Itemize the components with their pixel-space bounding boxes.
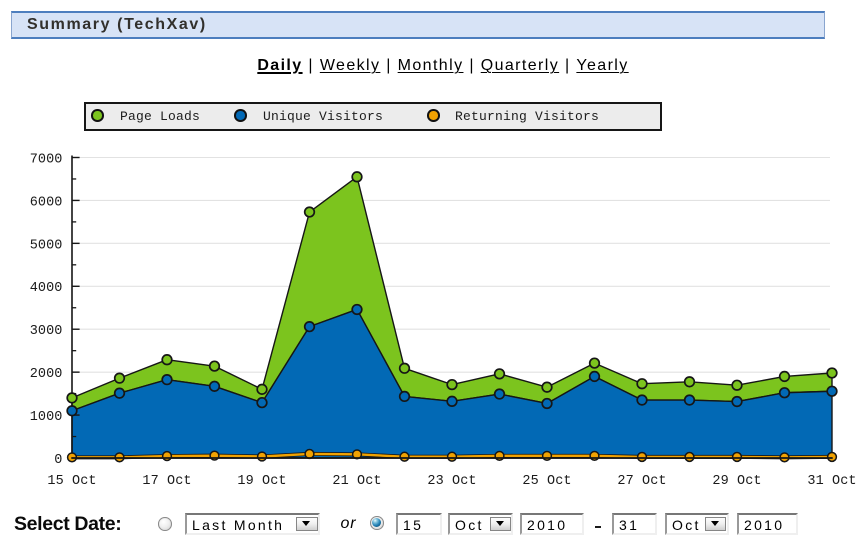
svg-text:25 Oct: 25 Oct: [522, 474, 571, 489]
svg-text:21 Oct: 21 Oct: [332, 474, 381, 489]
svg-text:7000: 7000: [30, 152, 63, 167]
svg-text:15 Oct: 15 Oct: [47, 474, 96, 489]
svg-text:27 Oct: 27 Oct: [617, 474, 666, 489]
svg-text:5000: 5000: [30, 238, 63, 253]
svg-text:23 Oct: 23 Oct: [427, 474, 476, 489]
svg-text:29 Oct: 29 Oct: [712, 474, 761, 489]
svg-text:3000: 3000: [30, 324, 63, 339]
svg-text:19 Oct: 19 Oct: [237, 474, 286, 489]
svg-text:0: 0: [54, 453, 62, 468]
svg-text:6000: 6000: [30, 195, 63, 210]
svg-text:4000: 4000: [30, 281, 63, 296]
svg-text:17 Oct: 17 Oct: [142, 474, 191, 489]
svg-text:2000: 2000: [30, 367, 63, 382]
svg-text:1000: 1000: [30, 410, 63, 425]
svg-text:31 Oct: 31 Oct: [807, 474, 856, 489]
